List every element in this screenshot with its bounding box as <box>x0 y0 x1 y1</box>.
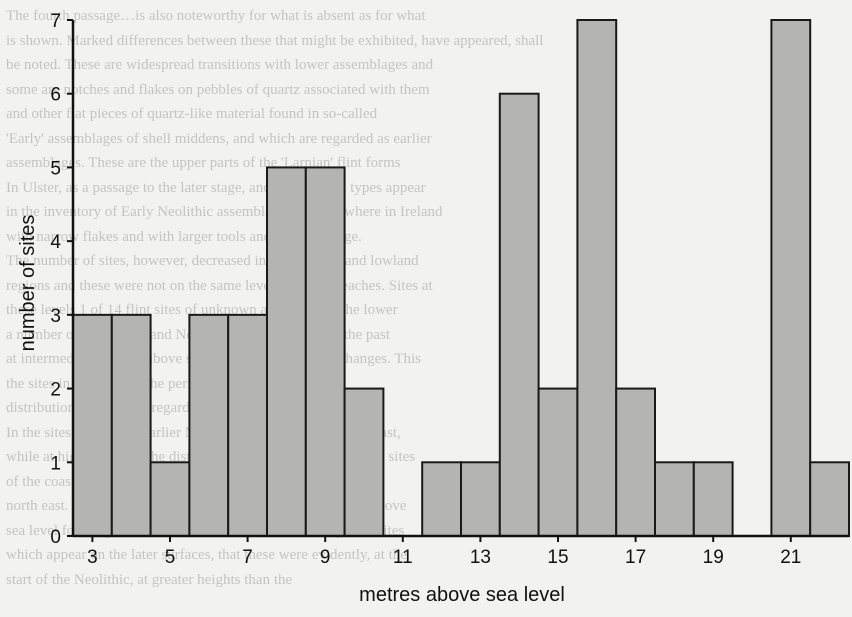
y-tick-label: 6 <box>50 85 61 106</box>
bar <box>266 166 307 538</box>
bar <box>770 19 812 537</box>
bars-group <box>72 19 851 538</box>
bar <box>576 19 618 537</box>
y-axis-label: number of sites <box>17 215 39 352</box>
y-tick-label: 7 <box>50 11 61 32</box>
bar <box>692 461 734 537</box>
background-text-line: some are notches and flakes on pebbles o… <box>6 81 430 98</box>
background-text-line: which appear on the later surfaces, that… <box>6 547 407 563</box>
x-tick-label: 9 <box>320 547 331 568</box>
background-text-line: is shown. Marked differences between the… <box>6 32 544 49</box>
background-text-line: The fourth passage…is also noteworthy fo… <box>6 8 426 24</box>
bar <box>72 313 113 537</box>
bar <box>304 166 346 538</box>
x-tick-label: 21 <box>780 547 801 568</box>
x-tick-label: 11 <box>393 547 413 568</box>
x-tick-label: 19 <box>703 547 724 568</box>
axes-group <box>71 20 849 538</box>
bar <box>149 461 191 537</box>
background-text-line: 'Early' assemblages of shell middens, an… <box>6 130 432 147</box>
background-text-line: start of the Neolithic, at greater heigh… <box>6 571 293 588</box>
bar <box>227 313 268 537</box>
y-tick-label: 0 <box>50 527 61 548</box>
ticks-group: 0 1 2 3 4 5 6 7 3 5 7 9 11 13 15 17 19 21 <box>50 11 801 568</box>
x-tick-label: 7 <box>242 547 253 568</box>
x-tick-label: 15 <box>547 547 568 568</box>
y-tick-label: 3 <box>50 306 61 327</box>
bar <box>188 313 230 537</box>
x-tick-label: 3 <box>87 547 98 568</box>
x-tick-label: 5 <box>165 547 176 568</box>
bar <box>615 387 657 538</box>
bar <box>460 461 501 537</box>
y-tick-label: 1 <box>50 453 61 474</box>
bar <box>537 387 579 538</box>
bar <box>654 461 695 537</box>
bar <box>809 461 851 537</box>
x-axis-label: metres above sea level <box>359 584 565 606</box>
background-text-line: and other flat pieces of quartz-like mat… <box>6 106 378 122</box>
y-tick-label: 2 <box>50 380 61 401</box>
bar <box>343 387 385 538</box>
x-tick-label: 13 <box>470 547 491 568</box>
y-tick-label: 5 <box>50 158 61 179</box>
x-tick-label: 17 <box>625 547 646 568</box>
background-text-line: be noted. These are widespread transitio… <box>6 57 434 73</box>
bar <box>421 461 463 537</box>
bar <box>498 92 540 537</box>
bar <box>110 313 152 537</box>
y-tick-label: 4 <box>50 232 61 253</box>
